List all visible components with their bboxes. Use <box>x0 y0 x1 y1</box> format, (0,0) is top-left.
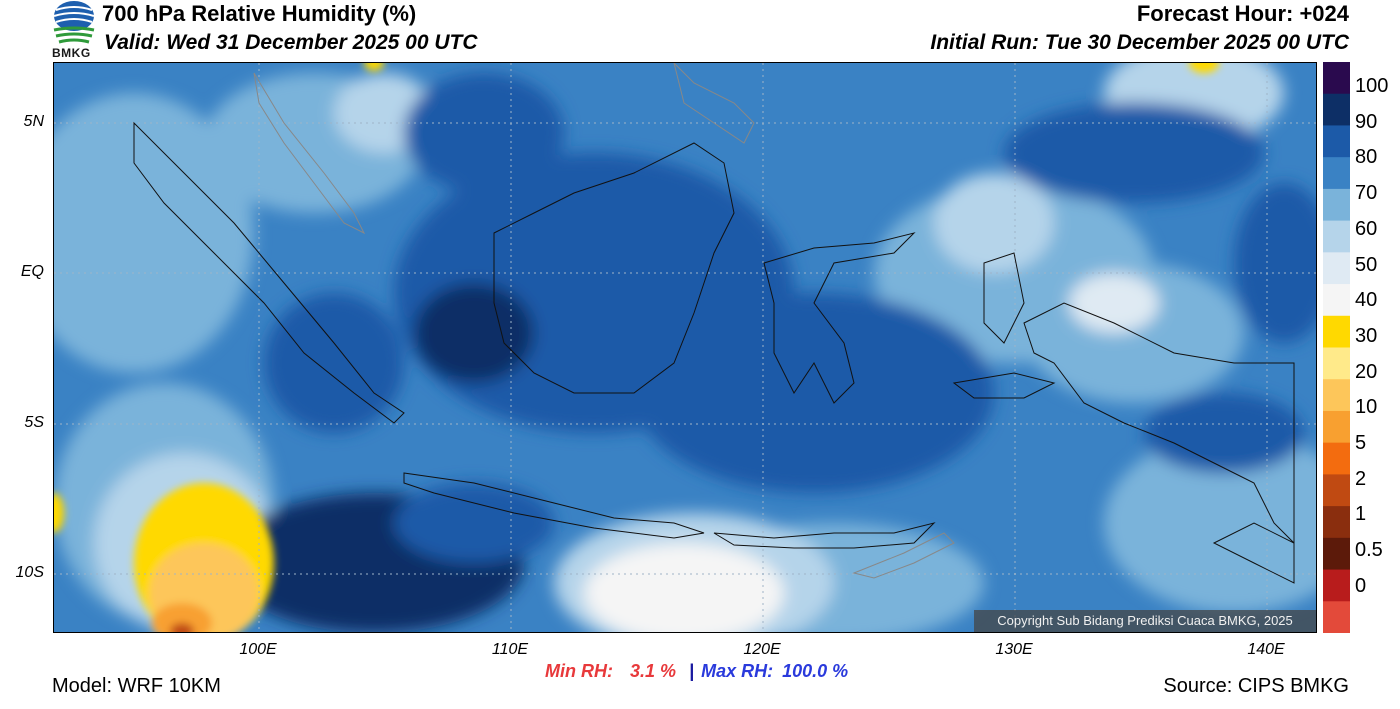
colorbar-swatch <box>1323 125 1350 158</box>
colorbar-swatch <box>1323 157 1350 190</box>
colorbar-swatch <box>1323 252 1350 285</box>
colorbar-swatch <box>1323 284 1350 317</box>
forecast-hour: Forecast Hour: +024 <box>1136 1 1349 26</box>
colorbar-label: 10 <box>1355 396 1378 419</box>
colorbar-label: 20 <box>1355 360 1378 383</box>
copyright-notice: Copyright Sub Bidang Prediksi Cuaca BMKG… <box>974 610 1316 632</box>
colorbar-label: 100 <box>1355 75 1389 97</box>
coastlines <box>133 63 1295 584</box>
colorbar-swatch <box>1323 506 1350 539</box>
colorbar-swatch <box>1323 62 1350 95</box>
lat-label-5n: 5N <box>23 113 44 130</box>
colorbar-swatch <box>1323 188 1350 222</box>
bmkg-logo-text: BMKG <box>52 46 91 60</box>
colorbar-label: 1 <box>1355 503 1367 526</box>
model-name: Model: WRF 10KM <box>52 675 221 697</box>
colorbar-swatch <box>1323 537 1350 571</box>
lon-label-110e: 110E <box>491 641 529 658</box>
colorbar-swatches <box>1323 62 1350 634</box>
colorbar-swatch <box>1323 347 1350 380</box>
humidity-map <box>53 62 1317 633</box>
lon-label-140e: 140E <box>1247 641 1285 658</box>
colorbar-label: 70 <box>1355 182 1378 205</box>
rh-extremes: Min RH: 3.1 % | Max RH: 100.0 % <box>545 661 848 682</box>
colorbar-swatch <box>1323 93 1350 126</box>
lat-label-eq: EQ <box>20 263 44 280</box>
colorbar-swatch <box>1323 601 1350 634</box>
colorbar-label: 80 <box>1355 146 1378 169</box>
lat-label-5s: 5S <box>24 414 44 431</box>
initial-run: Initial Run: Tue 30 December 2025 00 UTC <box>930 31 1349 54</box>
rh-separator: | <box>689 661 695 681</box>
colorbar-label: 40 <box>1355 289 1378 312</box>
colorbar-label: 30 <box>1355 324 1378 347</box>
colorbar-label: 5 <box>1355 432 1367 454</box>
colorbar-swatch <box>1323 569 1350 602</box>
colorbar-swatch <box>1323 220 1350 253</box>
humidity-field <box>54 63 1316 632</box>
chart-title: 700 hPa Relative Humidity (%) <box>102 1 417 26</box>
lon-label-120e: 120E <box>743 641 781 658</box>
colorbar-label: 0 <box>1355 574 1367 597</box>
colorbar-label: 2 <box>1355 467 1367 490</box>
colorbar <box>1323 62 1350 634</box>
colorbar-swatch <box>1323 315 1350 348</box>
bmkg-logo <box>50 0 100 60</box>
data-source: Source: CIPS BMKG <box>1163 675 1349 697</box>
lon-label-130e: 130E <box>995 641 1033 658</box>
min-rh-value: 3.1 % <box>630 661 677 681</box>
colorbar-swatch <box>1323 442 1350 475</box>
lon-label-100e: 100E <box>239 641 277 658</box>
bmkg-globe-icon <box>53 1 95 44</box>
max-rh-label: Max RH: <box>701 661 774 681</box>
colorbar-label: 50 <box>1355 253 1378 276</box>
graticule <box>54 63 1316 632</box>
colorbar-label: 90 <box>1355 110 1378 133</box>
valid-time: Valid: Wed 31 December 2025 00 UTC <box>104 31 478 54</box>
min-rh-label: Min RH: <box>545 661 613 681</box>
colorbar-swatch <box>1323 474 1350 507</box>
colorbar-label: 60 <box>1355 217 1378 240</box>
colorbar-label: 0.5 <box>1355 539 1383 562</box>
max-rh-value: 100.0 % <box>782 661 849 681</box>
colorbar-swatch <box>1323 410 1350 444</box>
colorbar-swatch <box>1323 379 1350 412</box>
lat-label-10s: 10S <box>15 564 44 581</box>
